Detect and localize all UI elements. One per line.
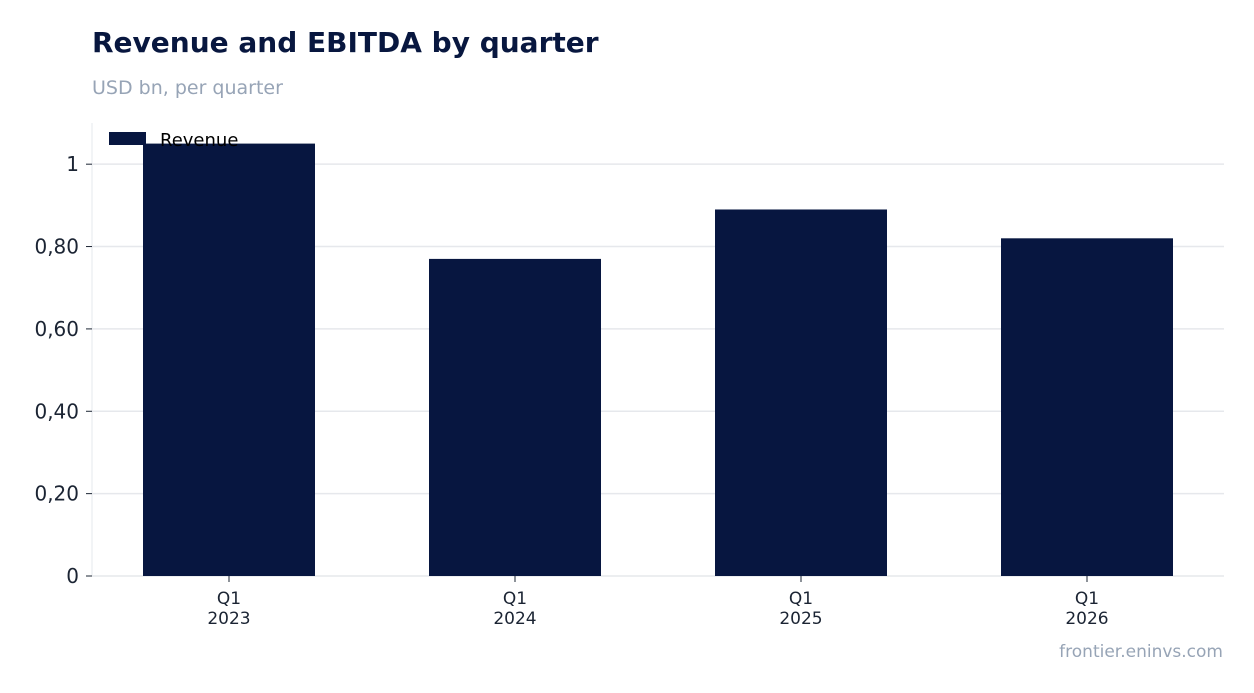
bar-q1-2023 <box>143 143 315 576</box>
y-tick-label: 1 <box>66 152 79 176</box>
bar-q1-2025 <box>715 209 887 576</box>
legend: Revenue <box>109 130 238 151</box>
source-credit: frontier.eninvs.com <box>1059 642 1223 662</box>
legend-label-revenue: Revenue <box>160 130 238 151</box>
y-tick-label: 0,60 <box>34 317 79 341</box>
x-tick-label: Q1 <box>503 589 527 609</box>
chart-title: Revenue and EBITDA by quarter <box>92 26 599 59</box>
x-tick-label: Q1 <box>789 589 813 609</box>
bar-q1-2024 <box>429 258 601 576</box>
x-tick-label: Q1 <box>1075 589 1099 609</box>
y-tick-label: 0 <box>66 564 79 588</box>
x-tick-label: Q1 <box>217 589 241 609</box>
y-tick-label: 0,20 <box>34 482 79 506</box>
legend-swatch-revenue <box>109 132 146 145</box>
x-tick-label: 2023 <box>207 609 250 629</box>
x-tick-label: 2025 <box>779 609 822 629</box>
x-tick-label: 2026 <box>1065 609 1108 629</box>
bar-q1-2026 <box>1001 238 1173 577</box>
y-tick-label: 0,80 <box>34 235 79 259</box>
y-tick-label: 0,40 <box>34 399 79 423</box>
bars <box>143 143 1173 577</box>
y-axis-ticks: 0 0,20 0,40 0,60 0,80 1 <box>34 152 92 588</box>
x-tick-label: 2024 <box>493 609 536 629</box>
chart-subtitle: USD bn, per quarter <box>92 77 283 99</box>
